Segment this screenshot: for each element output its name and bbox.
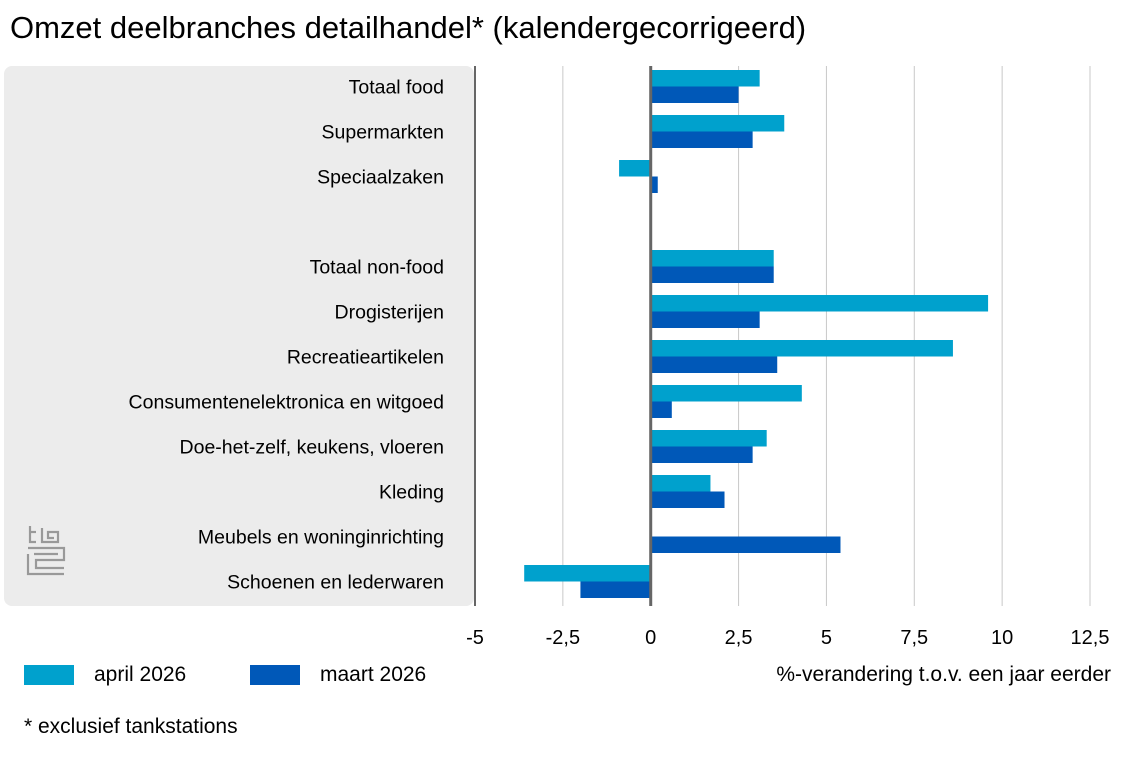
- bar-maart: [650, 446, 753, 463]
- cbs-logo-icon: [26, 526, 66, 576]
- legend-swatch-maart: [250, 665, 300, 685]
- bar-april: [650, 295, 989, 312]
- legend-label-maart: maart 2026: [320, 663, 427, 686]
- x-tick-label: 2,5: [725, 627, 753, 649]
- bar-maart: [650, 356, 778, 373]
- category-label: Kleding: [379, 482, 444, 504]
- bar-april: [524, 565, 651, 582]
- bar-april: [650, 430, 767, 447]
- bar-april: [650, 250, 774, 267]
- bar-april: [650, 115, 785, 132]
- x-tick-label: -5: [466, 627, 484, 649]
- bar-maart: [580, 581, 651, 598]
- bar-april: [650, 385, 802, 402]
- category-label: Schoenen en lederwaren: [227, 572, 444, 594]
- x-tick-label: 10: [991, 627, 1013, 649]
- bar-april: [650, 70, 760, 87]
- bar-maart: [650, 86, 739, 103]
- chart-title: Omzet deelbranches detailhandel* (kalend…: [10, 10, 807, 45]
- category-label: Drogisterijen: [335, 302, 444, 324]
- legend-label-april: april 2026: [94, 663, 187, 686]
- bar-maart: [650, 311, 760, 328]
- bar-maart: [650, 536, 841, 553]
- x-tick-label: -2,5: [546, 627, 580, 649]
- footnote: * exclusief tankstations: [24, 715, 238, 738]
- category-label-panel: [4, 66, 474, 606]
- category-label: Totaal food: [349, 77, 444, 99]
- legend-swatch-april: [24, 665, 74, 685]
- category-label: Recreatieartikelen: [287, 347, 444, 369]
- category-label: Doe-het-zelf, keukens, vloeren: [180, 437, 444, 459]
- x-tick-label: 0: [645, 627, 656, 649]
- bar-april: [650, 340, 953, 357]
- bar-maart: [650, 491, 725, 508]
- legend-item-april: april 2026: [24, 660, 186, 690]
- category-label: Supermarkten: [322, 122, 444, 144]
- bar-maart: [650, 176, 658, 193]
- bar-chart: Totaal food Supermarkten Speciaalzaken Tota…: [129, 66, 1110, 649]
- category-label: Totaal non-food: [310, 257, 444, 279]
- bar-maart: [650, 266, 774, 283]
- x-axis-label: %-verandering t.o.v. een jaar eerder: [776, 663, 1111, 686]
- x-tick-label: 7,5: [900, 627, 928, 649]
- bar-maart: [650, 131, 753, 148]
- category-label: Consumentenelektronica en witgoed: [129, 392, 444, 414]
- bar-maart: [650, 401, 672, 418]
- bar-april: [619, 160, 651, 177]
- category-label: Speciaalzaken: [317, 167, 444, 189]
- x-tick-label: 12,5: [1071, 627, 1110, 649]
- x-tick-label: 5: [821, 627, 832, 649]
- bar-april: [650, 475, 711, 492]
- category-label: Meubels en woninginrichting: [198, 527, 444, 549]
- legend-item-maart: maart 2026: [250, 660, 426, 690]
